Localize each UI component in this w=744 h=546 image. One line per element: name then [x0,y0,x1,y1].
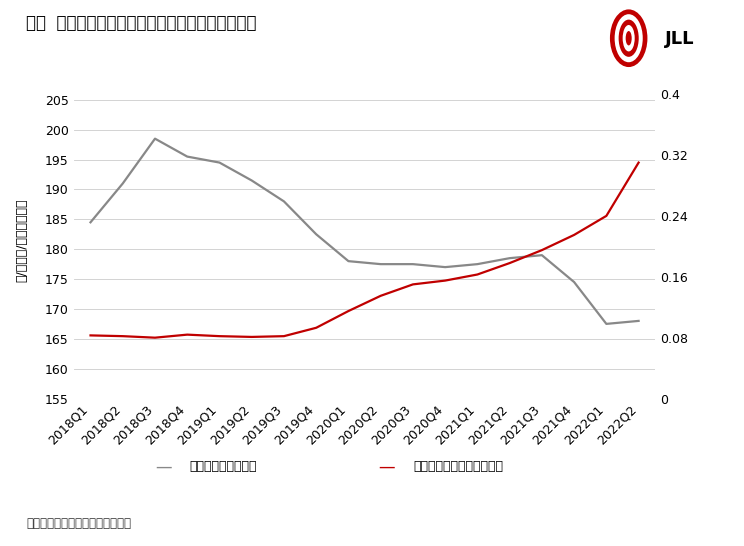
Text: —: — [379,458,395,476]
净有效租金（左轴） [118,180,127,187]
净有效租金（左轴） [280,198,289,205]
净有效租金（左轴） [440,264,449,270]
净有效租金（左轴） [505,255,514,262]
Text: 内生空置焦虑指数（右轴）: 内生空置焦虑指数（右轴） [413,460,503,473]
Ellipse shape [623,25,635,51]
净有效租金（左轴） [183,153,192,160]
净有效租金（左轴） [634,318,643,324]
净有效租金（左轴） [602,321,611,327]
Text: 图一  整体市场平均净有效租金与内生空置焦虑指数: 图一 整体市场平均净有效租金与内生空置焦虑指数 [26,14,257,32]
Ellipse shape [619,20,639,57]
净有效租金（左轴） [247,177,256,184]
净有效租金（左轴） [344,258,353,264]
净有效租金（左轴） [570,279,579,286]
Line: 净有效租金（左轴）: 净有效租金（左轴） [91,139,638,324]
Text: 元/平方米/月，建筑面积: 元/平方米/月，建筑面积 [16,199,29,282]
内生空置焦虑指数（右轴） [247,334,256,340]
内生空置焦虑指数（右轴） [440,277,449,284]
Ellipse shape [610,9,647,67]
净有效租金（左轴） [150,135,159,142]
内生空置焦虑指数（右轴） [602,212,611,219]
净有效租金（左轴） [376,261,385,268]
内生空置焦虑指数（右轴） [118,333,127,340]
Ellipse shape [626,31,632,45]
Text: —: — [155,458,172,476]
Line: 内生空置焦虑指数（右轴）: 内生空置焦虑指数（右轴） [91,163,638,337]
Text: 资料来源：仲量联行华南区研究部: 资料来源：仲量联行华南区研究部 [26,517,131,530]
净有效租金（左轴） [312,231,321,238]
内生空置焦虑指数（右轴） [505,260,514,266]
内生空置焦虑指数（右轴） [344,308,353,314]
Ellipse shape [615,14,643,62]
净有效租金（左轴） [537,252,546,258]
内生空置焦虑指数（右轴） [150,334,159,341]
净有效租金（左轴） [86,219,95,225]
内生空置焦虑指数（右轴） [634,159,643,166]
内生空置焦虑指数（右轴） [183,331,192,338]
内生空置焦虑指数（右轴） [312,324,321,331]
净有效租金（左轴） [215,159,224,166]
内生空置焦虑指数（右轴） [537,247,546,253]
内生空置焦虑指数（右轴） [408,281,417,288]
净有效租金（左轴） [473,261,482,268]
净有效租金（左轴） [408,261,417,268]
内生空置焦虑指数（右轴） [86,332,95,339]
内生空置焦虑指数（右轴） [376,293,385,299]
内生空置焦虑指数（右轴） [473,271,482,278]
内生空置焦虑指数（右轴） [215,333,224,340]
Text: JLL: JLL [665,31,694,49]
内生空置焦虑指数（右轴） [570,232,579,238]
内生空置焦虑指数（右轴） [280,333,289,340]
Text: 净有效租金（左轴）: 净有效租金（左轴） [190,460,257,473]
